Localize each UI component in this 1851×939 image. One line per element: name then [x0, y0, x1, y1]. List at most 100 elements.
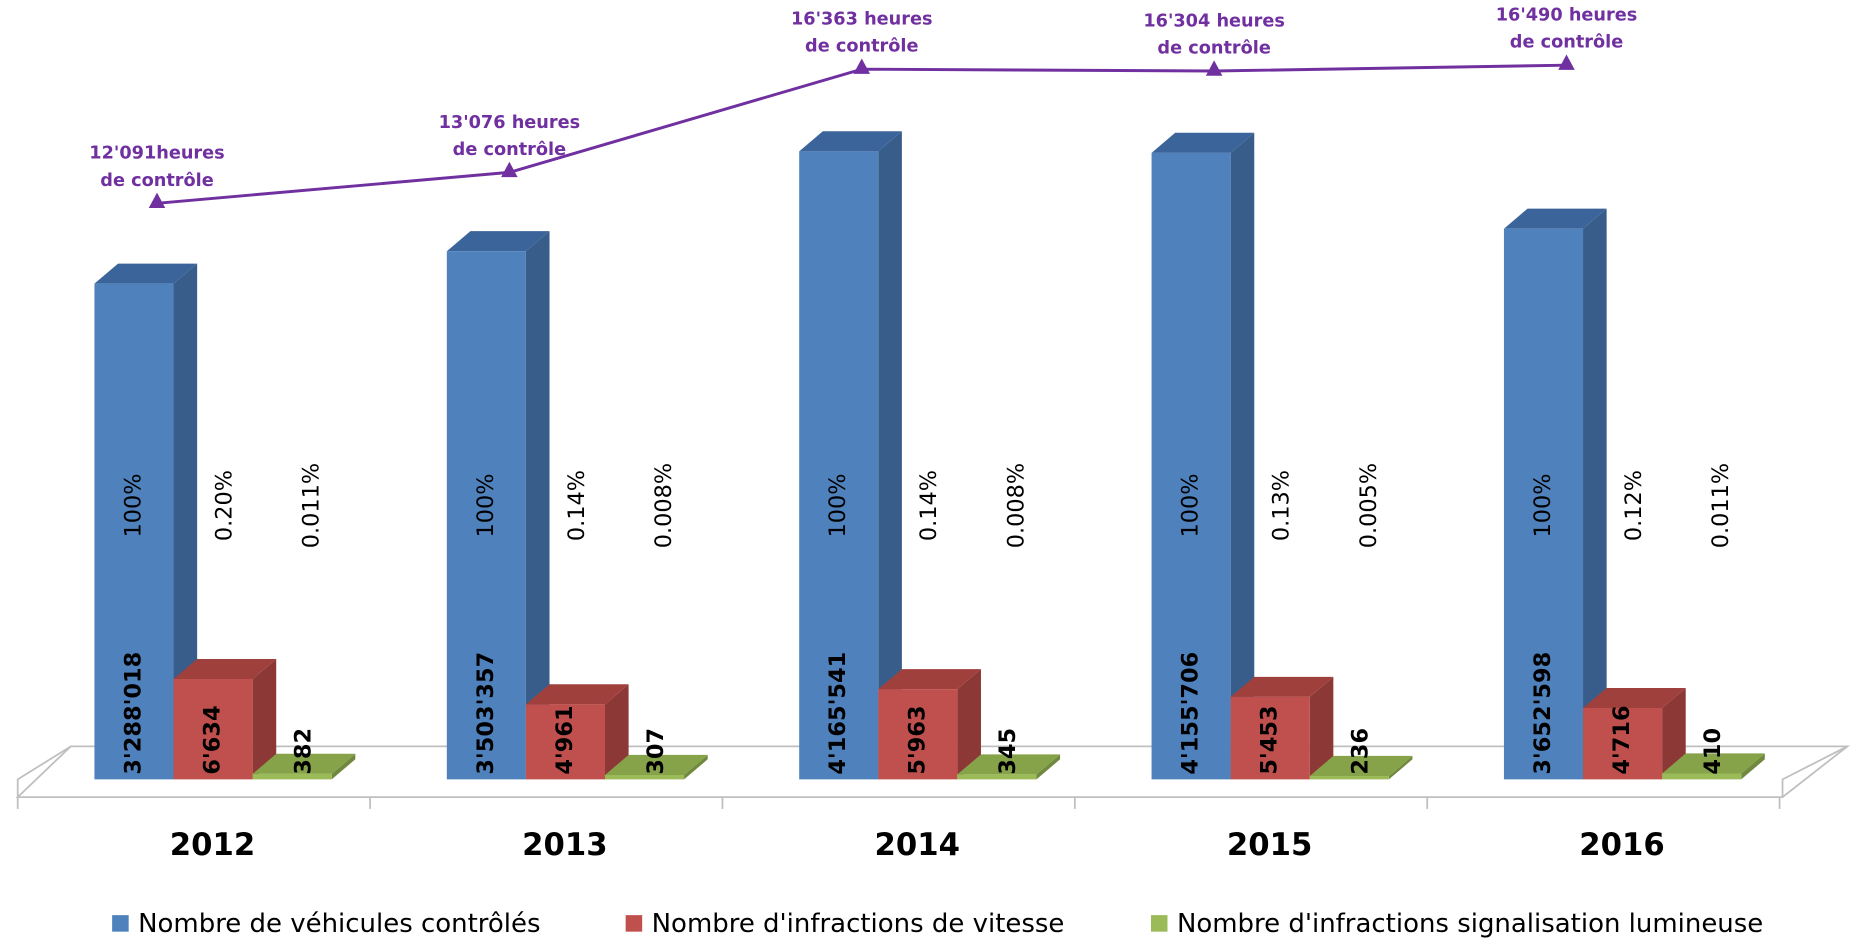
legend-swatch: [112, 915, 129, 932]
bar-face: [1151, 152, 1231, 780]
value-label: 382: [290, 728, 316, 775]
floor-edge: [1781, 745, 1848, 798]
line-marker: [853, 58, 871, 74]
share-label: 0.005%: [1356, 463, 1382, 548]
bar: [252, 753, 356, 780]
bar-face: [94, 283, 174, 780]
line-marker: [1205, 60, 1223, 76]
bar-face: [446, 251, 526, 780]
value-label: 3'503'357: [473, 652, 499, 775]
value-label: 410: [1700, 728, 1726, 775]
bar-face: [252, 658, 277, 780]
x-tick-label: 2012: [170, 828, 255, 863]
value-label: 345: [995, 728, 1021, 775]
floor-edge: [16, 745, 72, 798]
bar-face: [1662, 773, 1742, 780]
value-label: 4'961: [552, 705, 578, 774]
x-tick-label: 2015: [1227, 828, 1312, 863]
line-marker: [1558, 54, 1575, 70]
bar-face: [604, 684, 629, 780]
share-label: 0.14%: [916, 470, 942, 541]
bar-face: [1388, 755, 1413, 780]
bar-face: [1309, 676, 1334, 780]
value-label: 307: [643, 728, 669, 775]
value-label: 3'288'018: [120, 652, 146, 775]
bar-face: [878, 131, 902, 780]
bar-face: [878, 669, 981, 690]
bar-face: [1230, 696, 1310, 780]
bar-face: [173, 679, 253, 780]
line-label: de contrôle: [1157, 39, 1270, 59]
bar: [173, 658, 277, 780]
value-label: 5'453: [1257, 705, 1283, 774]
share-label: 0.008%: [1003, 463, 1029, 548]
bar: [878, 669, 981, 780]
line-marker: [501, 161, 518, 178]
share-label: 100%: [473, 473, 499, 537]
bar-face: [1583, 208, 1607, 780]
bar-face: [525, 231, 550, 780]
legend-swatch: [1150, 915, 1168, 932]
bar: [604, 754, 708, 780]
bar-face: [957, 754, 1061, 775]
share-label: 100%: [825, 473, 851, 537]
value-label: 4'165'541: [825, 652, 851, 775]
bar-face: [331, 753, 356, 780]
bar-face: [1583, 708, 1663, 780]
bar-face: [525, 684, 629, 705]
bar: [1503, 208, 1607, 780]
value-label: 4'155'706: [1178, 652, 1204, 775]
line-label: 16'304 heures: [1143, 11, 1285, 31]
legend-swatch: [625, 915, 643, 932]
share-label: 0.20%: [211, 470, 237, 541]
bar-face: [525, 704, 605, 780]
bar-face: [878, 689, 958, 780]
value-label: 6'634: [200, 705, 226, 774]
bar-face: [1662, 753, 1765, 774]
share-label: 0.011%: [299, 463, 325, 548]
line-label: de contrôle: [1510, 33, 1623, 53]
bar-face: [799, 151, 879, 780]
line-label: 13'076 heures: [439, 113, 581, 133]
bar-face: [1503, 228, 1584, 780]
legend-label: Nombre d'infractions de vitesse: [652, 909, 1065, 939]
bar-face: [1583, 687, 1686, 709]
bar-face: [446, 231, 550, 252]
share-label: 0.14%: [564, 470, 590, 541]
bar-face: [957, 669, 981, 780]
x-tick-label: 2016: [1579, 828, 1664, 863]
bar: [1151, 132, 1255, 780]
bar: [94, 263, 198, 780]
bar: [1309, 755, 1413, 780]
bar-face: [252, 773, 332, 780]
bar-face: [173, 658, 277, 680]
bar-face: [1309, 775, 1389, 780]
share-label: 100%: [1530, 473, 1556, 537]
bar: [1583, 687, 1686, 780]
line-label: de contrôle: [805, 37, 918, 57]
line-label: de contrôle: [453, 140, 566, 160]
bar-face: [604, 754, 708, 775]
legend-label: Nombre d'infractions signalisation lumin…: [1177, 909, 1763, 939]
bar-face: [1151, 132, 1255, 153]
share-label: 0.008%: [651, 463, 677, 548]
share-label: 0.011%: [1708, 463, 1734, 548]
bar-face: [1503, 208, 1607, 229]
line-label: 12'091heures: [89, 144, 224, 164]
line-label: de contrôle: [100, 171, 213, 191]
legend-label: Nombre de véhicules contrôlés: [138, 909, 540, 939]
value-label: 3'652'598: [1530, 652, 1556, 775]
bar: [525, 684, 629, 780]
bar-face: [957, 774, 1037, 780]
bar-face: [173, 263, 198, 780]
bar-face: [94, 263, 198, 284]
bar-face: [799, 131, 902, 152]
bar-face: [252, 753, 356, 774]
bar: [799, 131, 902, 780]
x-tick-label: 2014: [875, 828, 960, 863]
line-label: 16'363 heures: [791, 10, 933, 30]
value-label: 236: [1348, 728, 1374, 775]
bar-face: [1309, 755, 1413, 776]
line-label: 16'490 heures: [1496, 6, 1638, 26]
